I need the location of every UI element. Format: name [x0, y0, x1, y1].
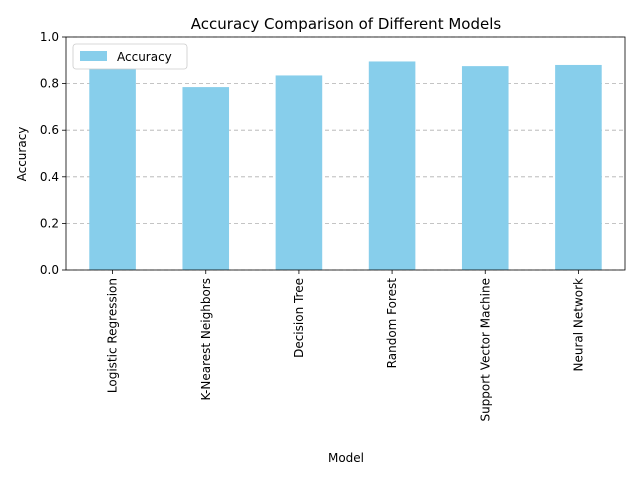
- x-tick-label: Logistic Regression: [106, 278, 120, 393]
- bar: [368, 61, 416, 271]
- bar: [182, 87, 230, 270]
- legend-box: [72, 43, 188, 70]
- x-tick-label: Decision Tree: [292, 278, 306, 358]
- bar: [461, 66, 509, 270]
- x-axis-label: Model: [328, 451, 364, 465]
- bar: [89, 68, 136, 270]
- x-tick-label: K-Nearest Neighbors: [199, 278, 213, 401]
- y-tick-label: 0.8: [40, 77, 59, 91]
- chart-title: Accuracy Comparison of Different Models: [191, 15, 502, 33]
- x-tick-label: Neural Network: [571, 278, 585, 372]
- bars: [89, 61, 602, 271]
- bar: [555, 64, 602, 271]
- bar: [275, 75, 323, 270]
- y-tick-label: 0.2: [40, 216, 59, 230]
- x-tick-label: Support Vector Machine: [478, 278, 492, 422]
- x-tick-label: Random Forest: [385, 278, 399, 369]
- axes: 0.0 0.2 0.4 0.6 0.8 1.0 Logistic Regression K-N…: [40, 30, 626, 422]
- y-axis-label: Accuracy: [15, 127, 29, 182]
- legend: Accuracy: [72, 43, 188, 70]
- legend-label: Accuracy: [117, 50, 172, 64]
- y-tick-label: 0.0: [40, 263, 59, 277]
- plot-frame: [65, 36, 626, 271]
- legend-swatch: [80, 51, 107, 61]
- y-tick-label: 0.4: [40, 170, 59, 184]
- y-tick-label: 1.0: [40, 30, 59, 44]
- y-tick-label: 0.6: [40, 123, 59, 137]
